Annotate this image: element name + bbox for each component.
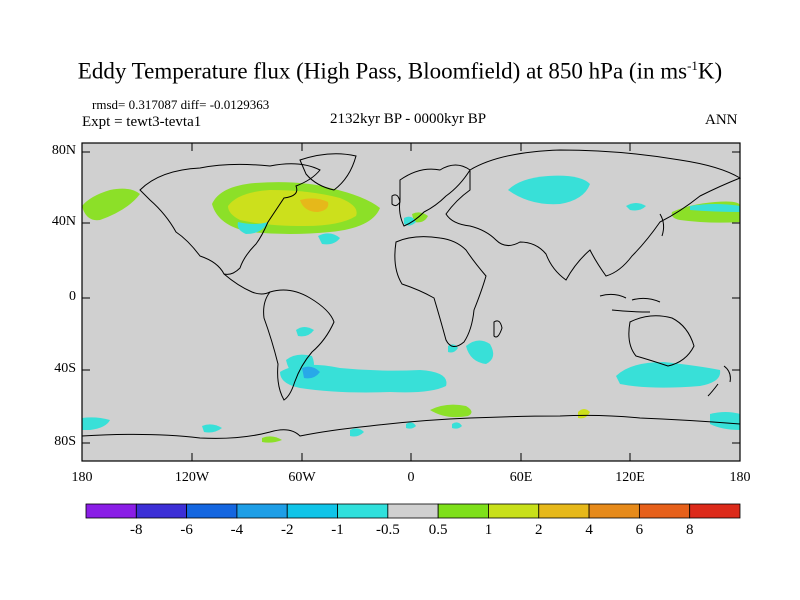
south-indian-ocean-cyan-patch bbox=[616, 362, 721, 388]
colorbar-tick-label: -2 bbox=[280, 522, 294, 538]
anomaly-patches bbox=[82, 175, 740, 443]
indonesia-coastline bbox=[599, 293, 661, 313]
colorbar-box bbox=[638, 503, 691, 519]
europe-cyan-patch bbox=[404, 216, 416, 226]
antarctic-cyan-patch-1 bbox=[82, 417, 110, 430]
colorbar-box bbox=[387, 503, 439, 519]
lon-label: 120E bbox=[615, 470, 645, 485]
period-label: 2132kyr BP - 0000kyr BP bbox=[330, 111, 487, 127]
map-background bbox=[82, 143, 740, 461]
antarctic-cyan-patch-5 bbox=[406, 422, 416, 429]
colorbar-tick-label: -6 bbox=[180, 522, 193, 538]
colorbar-tick-label: -0.5 bbox=[375, 522, 400, 538]
lat-label: 40S bbox=[54, 361, 76, 376]
north-pacific-cyan-strip bbox=[690, 204, 740, 212]
central-america-coastline bbox=[223, 273, 271, 295]
colorbar-box bbox=[588, 503, 640, 519]
europe-coastline bbox=[399, 164, 471, 227]
antarctica-coastline bbox=[81, 414, 741, 439]
lat-label: 80N bbox=[51, 143, 76, 158]
season-label: ANN bbox=[705, 112, 738, 128]
colorbar-box bbox=[437, 503, 489, 519]
north-pacific-east-patch bbox=[82, 188, 140, 221]
colorbar-box bbox=[538, 503, 590, 519]
colorbar-tick-label: 2 bbox=[535, 522, 543, 538]
southern-ocean-green-patch bbox=[430, 404, 472, 418]
australia-coastline bbox=[628, 315, 695, 367]
lat-label: 0 bbox=[69, 289, 76, 304]
europe-green-patch bbox=[412, 212, 428, 223]
lon-label: 180 bbox=[729, 470, 751, 485]
colorbar-box bbox=[236, 503, 288, 519]
colorbar-tick-label: 8 bbox=[685, 522, 694, 538]
antarctic-cyan-patch-4 bbox=[350, 428, 364, 437]
colorbar-box bbox=[488, 503, 540, 519]
new-zealand-coastline bbox=[707, 365, 731, 397]
japan-coastline bbox=[659, 213, 665, 237]
south-africa-cyan-patch bbox=[466, 340, 494, 364]
antarctic-green-patch-2 bbox=[452, 422, 462, 429]
colorbar-box bbox=[186, 503, 238, 519]
stats-text: rmsd= 0.317087 diff= -0.0129363 bbox=[92, 97, 270, 112]
antarctic-cyan-patch-3 bbox=[710, 412, 740, 430]
africa-coastline bbox=[394, 236, 487, 347]
lon-label: 0 bbox=[407, 470, 415, 485]
colorbar-tick-label: 1 bbox=[484, 522, 493, 538]
lon-label: 120W bbox=[174, 470, 210, 485]
colorbar bbox=[85, 503, 741, 519]
lat-label: 40N bbox=[51, 214, 76, 229]
uk-coastline bbox=[391, 194, 401, 207]
colorbar-tick-label: -4 bbox=[230, 522, 244, 538]
asia-cyan-patch-2 bbox=[626, 203, 646, 211]
colorbar-box bbox=[286, 503, 338, 519]
atlantic-cyan-patch bbox=[318, 233, 340, 245]
lon-label: 180 bbox=[71, 470, 93, 485]
lat-label: 80S bbox=[54, 434, 76, 449]
colorbar-tick-label: -1 bbox=[331, 522, 344, 538]
south-america-coastline bbox=[263, 289, 335, 401]
north-america-coastline bbox=[139, 163, 321, 275]
colorbar-tick-label: 4 bbox=[585, 522, 593, 538]
colorbar-box bbox=[337, 503, 389, 519]
pacific-cyan-patch bbox=[296, 327, 314, 337]
antarctic-cyan-patch-2 bbox=[202, 424, 222, 433]
colorbar-tick-label: 6 bbox=[635, 522, 644, 538]
colorbar-box bbox=[85, 503, 137, 519]
axis-ticks bbox=[81, 143, 741, 461]
coastlines bbox=[81, 149, 742, 439]
north-atlantic-yellow-patch bbox=[228, 190, 357, 226]
colorbar-box bbox=[135, 503, 188, 519]
greenland-coastline bbox=[299, 153, 357, 191]
lon-label: 60E bbox=[509, 470, 533, 485]
colorbar-tick-label: -8 bbox=[130, 522, 143, 538]
chart-title: Eddy Temperature flux (High Pass, Bloomf… bbox=[77, 58, 723, 84]
north-atlantic-cyan-patch bbox=[237, 222, 268, 234]
south-atlantic-blue-patch bbox=[302, 366, 320, 379]
south-atlantic-cyan-patch bbox=[280, 364, 447, 393]
colorbar-tick-label: 0.5 bbox=[428, 522, 448, 538]
asia-coastline bbox=[445, 149, 742, 281]
lon-label: 60W bbox=[288, 470, 316, 485]
antarctic-yellow-patch bbox=[578, 409, 590, 419]
north-atlantic-orange-patch bbox=[300, 198, 329, 212]
siberia-cyan-patch bbox=[508, 175, 590, 205]
antarctic-green-patch-1 bbox=[262, 436, 282, 443]
experiment-label: Expt = tewt3-tevta1 bbox=[82, 114, 202, 130]
colorbar-box bbox=[689, 503, 741, 519]
madagascar-coastline bbox=[493, 320, 503, 338]
